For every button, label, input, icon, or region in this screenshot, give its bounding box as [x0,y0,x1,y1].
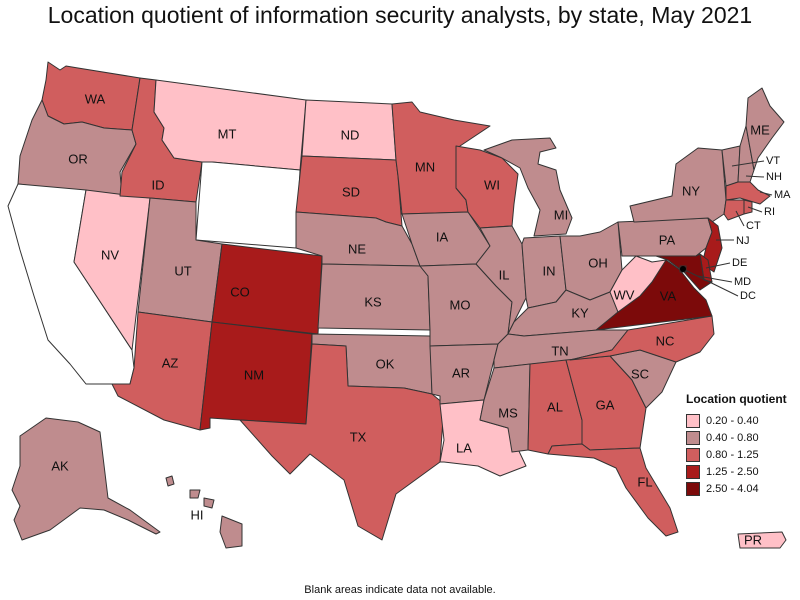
label-hi: HI [191,507,204,522]
map-title: Location quotient of information securit… [47,2,753,28]
label-ok: OK [376,356,395,371]
state-ma [725,181,771,205]
label-ri: RI [764,206,775,218]
legend-label: 1.25 - 2.50 [706,465,759,478]
label-me: ME [750,122,770,137]
legend-swatch [686,430,700,445]
label-al: AL [547,399,563,414]
label-ny: NY [682,183,700,198]
label-ia: IA [436,229,449,244]
label-wi: WI [484,177,500,192]
label-tx: TX [350,429,367,444]
legend-item: 1.25 - 2.50 [686,463,798,480]
state-nc [569,315,715,363]
label-mt: MT [218,126,237,141]
label-mo: MO [450,297,471,312]
label-ks: KS [364,294,382,309]
label-ga: GA [596,397,615,412]
label-md: MD [734,276,751,288]
footnote: Blank areas indicate data not available. [304,584,496,596]
legend-item: 0.40 - 0.80 [686,429,798,446]
label-or: OR [68,151,88,166]
state-pr [737,531,787,549]
state-mt [153,79,307,171]
legend-item: 2.50 - 4.04 [686,480,798,497]
label-ma: MA [774,189,791,201]
label-mi: MI [554,207,568,222]
state-ny [629,147,727,223]
legend: Location quotient 0.20 - 0.40 0.40 - 0.8… [686,392,798,497]
state-tx [239,343,445,541]
label-ar: AR [452,365,470,380]
legend-label: 0.40 - 0.80 [706,431,759,444]
label-ky: KY [571,305,589,320]
label-nd: ND [341,127,360,142]
label-pa: PA [659,232,676,247]
label-ne: NE [348,241,366,256]
label-mn: MN [415,159,435,174]
callout-lines [682,160,773,297]
legend-title: Location quotient [686,392,787,406]
state-nm [199,321,313,431]
label-dc: DC [740,290,756,302]
state-ak [11,417,161,541]
label-vt: VT [766,155,780,167]
state-ct [723,199,745,221]
label-pr: PR [744,532,762,547]
label-id: ID [152,177,165,192]
label-va: VA [660,288,677,303]
state-wy [195,161,301,249]
state-me [745,87,785,171]
label-wv: WV [614,287,635,302]
label-nc: NC [656,333,675,348]
legend-swatch [686,413,700,428]
state-wv [609,255,667,313]
label-ak: AK [51,458,69,473]
label-nv: NV [101,247,119,262]
label-tn: TN [551,343,568,358]
label-sd: SD [342,184,360,199]
legend-items: 0.20 - 0.40 0.40 - 0.80 0.80 - 1.25 1.25… [686,412,798,497]
legend-label: 0.20 - 0.40 [706,414,759,427]
legend-item: 0.20 - 0.40 [686,412,798,429]
legend-swatch [686,464,700,479]
legend-swatch [686,447,700,462]
state-co [211,243,323,335]
legend-item: 0.80 - 1.25 [686,446,798,463]
legend-label: 2.50 - 4.04 [706,482,759,495]
label-ct: CT [746,220,761,232]
legend-label: 0.80 - 1.25 [706,448,759,461]
label-de: DE [732,257,747,269]
label-la: LA [456,440,472,455]
label-in: IN [543,263,556,278]
label-co: CO [230,284,250,299]
label-nm: NM [244,367,264,382]
legend-swatch [686,481,700,496]
label-az: AZ [162,355,179,370]
state-mi [483,137,573,237]
dc-marker [680,266,686,272]
label-ut: UT [174,263,191,278]
label-wa: WA [85,91,106,106]
label-ms: MS [498,405,518,420]
label-il: IL [499,267,510,282]
label-fl: FL [637,474,652,489]
label-oh: OH [588,255,608,270]
label-nj: NJ [736,235,749,247]
label-nh: NH [766,171,782,183]
state-fl [547,443,679,537]
state-hi [165,475,243,549]
label-sc: SC [631,366,649,381]
